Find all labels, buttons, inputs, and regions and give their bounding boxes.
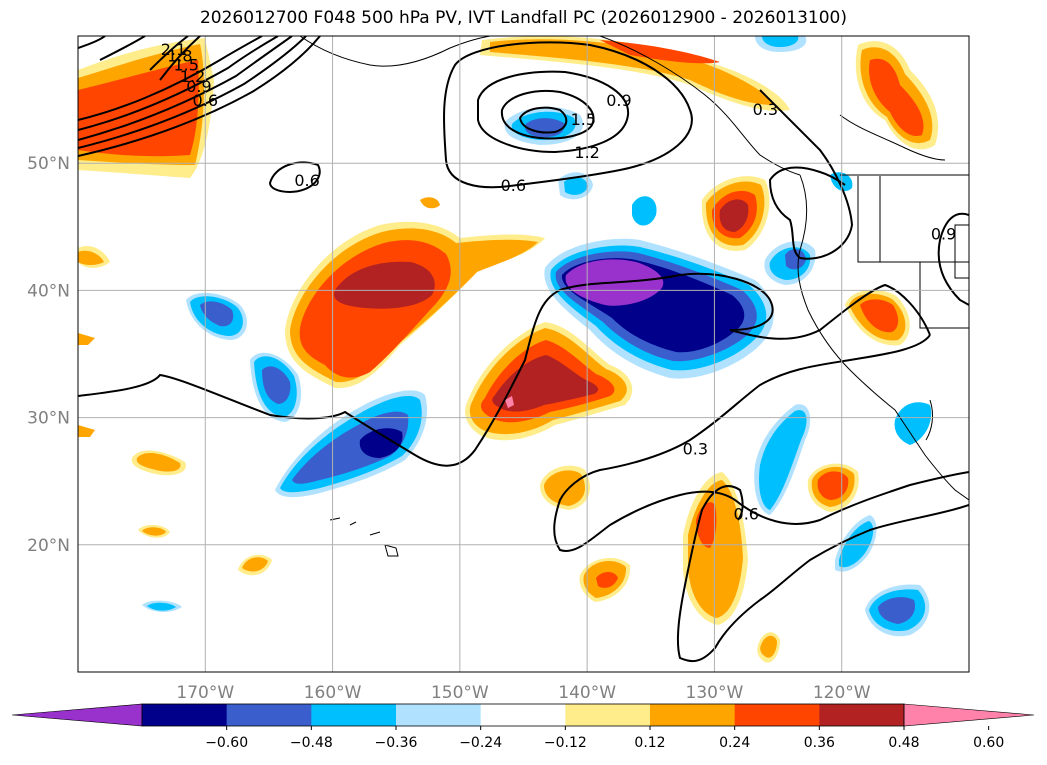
contour-label: 0.3	[753, 100, 778, 119]
contour-label: 0.9	[931, 225, 956, 244]
contour-label: 1.5	[571, 110, 596, 129]
lon-label: 160°W	[304, 683, 362, 703]
contour-label: 1.2	[574, 143, 599, 162]
colorbar-tick-label: 0.24	[719, 735, 750, 751]
map-title: 2026012700 F048 500 hPa PV, IVT Landfall…	[199, 8, 847, 28]
colorbar-tick-labels: −0.60 −0.48 −0.36 −0.24 −0.12 0.12 0.24 0.36 0.4…	[205, 735, 1004, 751]
lon-label: 170°W	[176, 683, 234, 703]
contour-label: 0.6	[734, 504, 759, 523]
contour-label: 1.2	[180, 67, 205, 86]
colorbar-segment	[650, 704, 736, 726]
colorbar-tick-label: −0.60	[205, 735, 248, 751]
colorbar-frame	[141, 703, 905, 727]
contour-labels: 0.6 0.60.91.21.50.30.60.30.90.60.91.21.51…	[161, 40, 957, 523]
colorbar-segment	[480, 704, 566, 726]
colorbar-segment	[396, 704, 482, 726]
contour-label: 0.3	[683, 439, 708, 458]
lat-label: 40°N	[27, 281, 70, 301]
colorbar-tick-label: 0.36	[804, 735, 835, 751]
colorbar-extend-high	[903, 703, 1035, 727]
colorbar-tick-label: −0.48	[290, 735, 333, 751]
lat-label: 30°N	[27, 409, 70, 429]
colorbar-segment	[819, 704, 905, 726]
colorbar-tick-label: 0.48	[888, 735, 919, 751]
colorbar-tick-label: 0.60	[973, 735, 1004, 751]
lon-label: 150°W	[431, 683, 489, 703]
colorbar-segment	[311, 704, 397, 726]
colorbar-segment	[734, 704, 820, 726]
contour-label: 0.6	[501, 176, 526, 195]
colorbar	[11, 703, 1035, 730]
contour-label: 1.8	[167, 46, 192, 65]
contour-label: 0.9	[186, 77, 211, 96]
pv-contour-layer	[78, 36, 969, 663]
graticule-layer	[78, 36, 969, 672]
coastline-layer	[299, 36, 969, 557]
lon-label: 120°W	[813, 683, 871, 703]
contour-label: 0.6	[294, 171, 319, 190]
lat-label: 50°N	[27, 154, 70, 174]
map-frame	[77, 35, 970, 673]
contour-label: 0.6	[193, 91, 218, 110]
colorbar-segment	[565, 704, 651, 726]
lon-label: 140°W	[558, 683, 616, 703]
contour-label: 2.1	[161, 40, 186, 59]
lat-label: 20°N	[27, 536, 70, 556]
latitude-labels: 50°N 40°N 30°N 20°N	[27, 154, 70, 556]
longitude-labels: 170°W 160°W 150°W 140°W 130°W 120°W	[176, 683, 870, 703]
colorbar-tick-label: −0.36	[375, 735, 418, 751]
colorbar-extend-low	[11, 703, 143, 727]
colorbar-segment	[142, 704, 228, 726]
pc-shading-layer	[78, 36, 939, 663]
colorbar-tick-label: 0.12	[634, 735, 665, 751]
colorbar-tick-label: −0.12	[544, 735, 587, 751]
lon-label: 130°W	[686, 683, 744, 703]
colorbar-tick-label: −0.24	[459, 735, 502, 751]
contour-label: 1.5	[173, 55, 198, 74]
contour-label: 0.9	[606, 91, 631, 110]
colorbar-segment	[226, 704, 312, 726]
